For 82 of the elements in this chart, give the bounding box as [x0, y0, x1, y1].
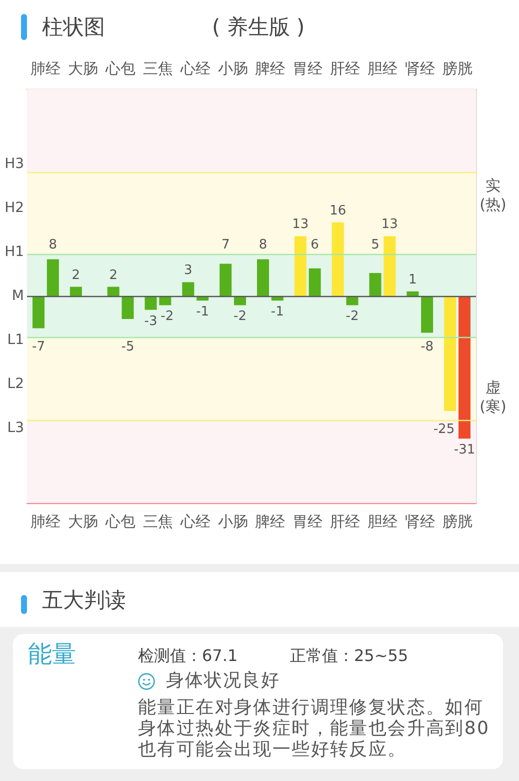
data-label: 13: [292, 217, 309, 232]
data-label: 7: [221, 238, 230, 253]
category-label: 肺经: [30, 60, 61, 78]
category-label: 心经: [180, 60, 210, 78]
category-label: 大肠: [68, 60, 98, 78]
bar: [458, 296, 470, 439]
x-tick-label: 胃经: [292, 512, 323, 530]
chart-subtitle: ( 养生版 ): [212, 14, 305, 40]
data-label: -2: [346, 309, 359, 324]
bar: [308, 268, 321, 296]
bar: [32, 296, 45, 328]
text: 检测值：67.1: [138, 646, 238, 666]
text: 能量正在对身体进行调理修复状态。如何身体过热处于炎症时，能量也会升高到80也有可能会出现一些好转反应。: [138, 697, 491, 760]
text: L2: [7, 376, 24, 392]
data-label: 13: [381, 217, 398, 232]
data-label: 2: [72, 268, 80, 283]
data-label: 6: [310, 238, 319, 253]
data-label: -3: [144, 314, 158, 329]
band-label: 虚(寒): [480, 378, 506, 416]
category-label: 膀胱: [442, 60, 472, 78]
bar: [406, 291, 419, 296]
text: H3: [4, 156, 24, 172]
data-label: 5: [371, 238, 380, 253]
band-label: 实(热): [480, 176, 506, 214]
data-label: -5: [121, 339, 134, 354]
data-label: 8: [48, 238, 58, 253]
chart-title: 柱状图: [42, 14, 105, 40]
x-tick-label: 胆经: [367, 512, 398, 530]
x-tick-label: 心经: [179, 512, 210, 530]
bar: [294, 236, 306, 296]
category-label: 肾经: [404, 60, 435, 78]
x-tick-label: 肺经: [30, 512, 61, 530]
x-tick-label: 肾经: [404, 512, 435, 530]
bar: [444, 296, 456, 411]
category-label: 三焦: [142, 60, 173, 78]
x-tick-label: 膀胱: [442, 512, 472, 530]
text: M: [12, 288, 24, 304]
x-tick-label: 脾经: [255, 512, 286, 530]
data-label: -25: [433, 422, 455, 438]
bar: [70, 286, 82, 296]
text: 正常值：25~55: [290, 646, 408, 666]
bar: [332, 222, 344, 296]
category-label: 肝经: [330, 60, 360, 78]
category-label: 心包: [106, 60, 136, 78]
category-label: 小肠: [218, 60, 248, 78]
x-tick-label: 心包: [104, 512, 136, 530]
x-tick-label: 肝经: [330, 512, 360, 530]
text: H2: [4, 200, 24, 216]
data-label: -31: [454, 442, 476, 458]
data-label: 8: [258, 238, 268, 253]
data-label: 3: [184, 263, 192, 278]
bar: [369, 273, 382, 296]
text: L1: [7, 332, 24, 348]
data-label: -7: [32, 339, 45, 354]
bar: [220, 264, 232, 296]
bar: [384, 236, 396, 296]
bar: [182, 282, 194, 296]
bar: [257, 259, 270, 296]
data-label: 16: [330, 203, 346, 218]
text: L3: [7, 420, 24, 436]
x-tick-label: 大肠: [68, 512, 98, 530]
bar: [144, 296, 157, 310]
text: H1: [4, 244, 24, 260]
bar: [46, 259, 59, 296]
category-label: 胃经: [292, 60, 323, 78]
x-tick-label: 小肠: [218, 512, 248, 530]
data-label: -8: [420, 339, 434, 354]
data-label: 2: [109, 268, 118, 283]
data-label: -1: [270, 304, 284, 320]
category-label: 胆经: [367, 60, 398, 78]
text: 能量: [28, 640, 76, 668]
bar: [122, 296, 134, 319]
bar: [107, 286, 120, 296]
data-label: -2: [160, 309, 174, 324]
category-label: 脾经: [255, 60, 286, 78]
data-label: 1: [408, 272, 417, 288]
text: 五大判读: [42, 587, 126, 613]
data-label: -1: [196, 304, 210, 320]
bar: [421, 296, 434, 333]
data-label: -2: [234, 309, 246, 324]
x-tick-label: 三焦: [142, 512, 173, 530]
text: 身体状况良好: [166, 670, 280, 692]
